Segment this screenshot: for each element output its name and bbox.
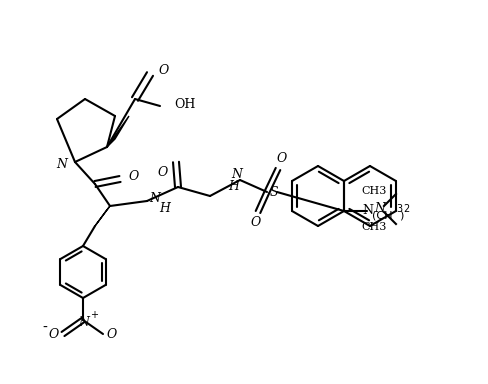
Polygon shape <box>95 206 110 226</box>
Text: O: O <box>107 328 117 341</box>
Text: ): ) <box>399 211 404 221</box>
Text: H: H <box>159 202 170 215</box>
Text: N: N <box>79 316 89 328</box>
Text: N: N <box>149 192 160 205</box>
Text: O: O <box>158 166 168 179</box>
Text: (CH: (CH <box>372 211 392 221</box>
Text: O: O <box>159 63 169 76</box>
Text: -: - <box>42 321 47 335</box>
Text: N: N <box>374 202 385 215</box>
Text: O: O <box>251 215 261 228</box>
Polygon shape <box>107 116 129 147</box>
Text: O: O <box>49 328 59 341</box>
Text: N: N <box>56 157 67 170</box>
Text: CH3: CH3 <box>361 186 386 196</box>
Text: 3: 3 <box>396 204 402 214</box>
Text: N: N <box>231 169 243 182</box>
Text: N: N <box>362 205 373 217</box>
Text: O: O <box>277 152 287 166</box>
Text: O: O <box>129 170 139 184</box>
Text: +: + <box>90 310 98 320</box>
Text: 2: 2 <box>403 204 409 214</box>
Text: S: S <box>270 185 279 199</box>
Text: H: H <box>228 179 240 192</box>
Text: OH: OH <box>174 98 195 111</box>
Text: CH3: CH3 <box>361 222 386 232</box>
